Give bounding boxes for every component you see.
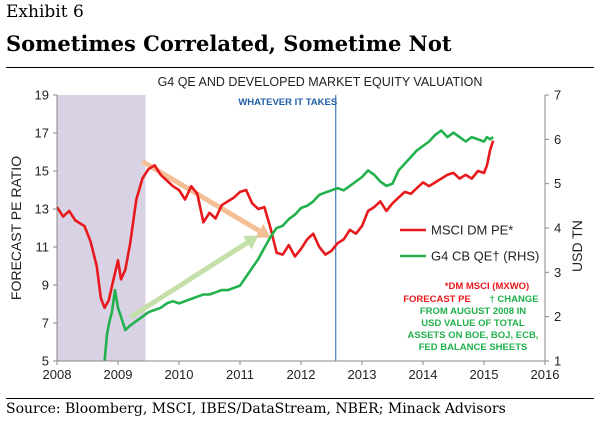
- chart: G4 QE AND DEVELOPED MARKET EQUITY VALUAT…: [8, 75, 585, 383]
- headline: Sometimes Correlated, Sometime Not: [6, 31, 452, 56]
- trend-arrow-green: [128, 240, 249, 320]
- y-tick-label: 7: [42, 316, 49, 331]
- y-tick-label: 19: [35, 88, 49, 103]
- x-tick-label: 2010: [165, 367, 194, 382]
- y2-tick-label: 1: [554, 354, 561, 369]
- trend-arrow-orange: [141, 159, 261, 234]
- trend-arrowhead-orange: [255, 223, 271, 238]
- footnote-qe-line: FROM AUGUST 2008 IN: [420, 306, 526, 317]
- y-tick-label: 17: [35, 126, 49, 141]
- y2-tick-label: 3: [554, 265, 561, 280]
- y-tick-label: 5: [42, 354, 49, 369]
- trend-arrowhead-green: [243, 235, 259, 250]
- x-tick-label: 2015: [470, 367, 499, 382]
- footnote-qe-line: FED BALANCE SHEETS: [419, 342, 528, 353]
- footnote-msci: *DM MSCI (MXWO): [445, 281, 529, 292]
- legend-label-g4-cb-qe: G4 CB QE† (RHS): [431, 249, 539, 264]
- exhibit-number: Exhibit 6: [6, 2, 84, 22]
- x-tick-label: 2016: [531, 367, 560, 382]
- axes: 2008 2009 2010 2011 2012 2013 2014 2015 2016 5 7 9 1…: [8, 88, 585, 383]
- x-tick-label: 2014: [409, 367, 438, 382]
- footnote-qe-line: † CHANGE: [489, 294, 538, 305]
- plot-area: WHATEVER IT TAKES: [55, 95, 495, 362]
- x-tick-label: 2009: [104, 367, 133, 382]
- legend-label-msci-dm-pe: MSCI DM PE*: [431, 223, 513, 238]
- footnote-forecast-pe: FORECAST PE: [403, 294, 471, 305]
- y2-tick-label: 7: [554, 88, 561, 103]
- source-note: Source: Bloomberg, MSCI, IBES/DataStream…: [6, 401, 506, 417]
- y2-tick-label: 6: [554, 132, 561, 147]
- series-msci-dm-pe-line: [55, 140, 495, 310]
- footnote-qe-line: ASSETS ON BOE, BOJ, ECB,: [408, 330, 539, 341]
- y2-tick-label: 4: [554, 221, 561, 236]
- legend: MSCI DM PE* G4 CB QE† (RHS): [400, 223, 539, 264]
- series-g4-cb-qe-line: [103, 129, 494, 362]
- y-tick-label: 9: [42, 278, 49, 293]
- event-marker-label: WHATEVER IT TAKES: [238, 97, 337, 108]
- y2-tick-label: 5: [554, 176, 561, 191]
- y2-tick-label: 2: [554, 309, 561, 324]
- y-tick-label: 13: [35, 202, 49, 217]
- x-tick-label: 2013: [348, 367, 377, 382]
- chart-title: G4 QE AND DEVELOPED MARKET EQUITY VALUAT…: [158, 75, 483, 89]
- y2-axis-title: USD TN: [569, 220, 585, 272]
- y-axis-title: FORECAST PE RATIO: [8, 156, 24, 300]
- x-tick-label: 2011: [226, 367, 254, 382]
- footnote-qe-line: USD VALUE OF TOTAL: [421, 318, 525, 329]
- x-tick-label: 2008: [43, 367, 72, 382]
- y-tick-label: 15: [35, 164, 49, 179]
- bottom-rule: [6, 398, 594, 399]
- x-tick-label: 2012: [287, 367, 316, 382]
- y-tick-label: 11: [36, 240, 50, 255]
- top-rule: [6, 67, 594, 68]
